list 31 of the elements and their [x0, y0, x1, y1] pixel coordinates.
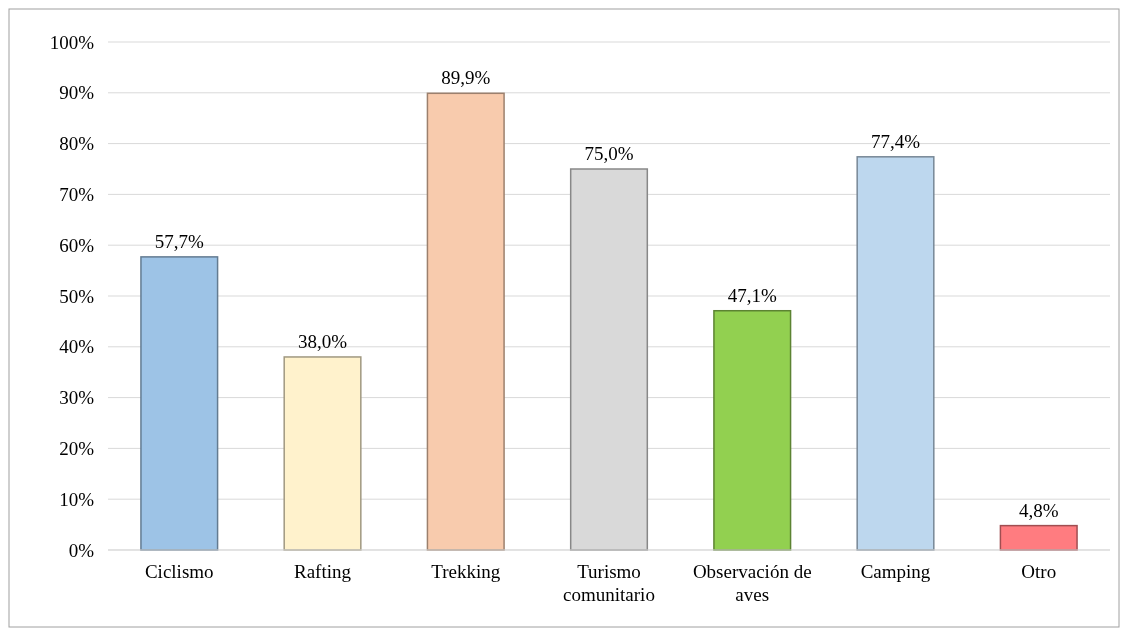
x-tick-label: Trekking — [431, 561, 501, 582]
y-tick-label: 90% — [59, 82, 95, 104]
y-tick-label: 70% — [59, 183, 95, 205]
y-tick-label: 40% — [59, 336, 95, 358]
x-tick-label: Rafting — [294, 561, 352, 582]
y-tick-label: 0% — [68, 539, 95, 561]
data-label: 47,1% — [727, 284, 777, 306]
bar — [713, 309, 792, 551]
y-tick-label: 10% — [59, 488, 95, 510]
data-label: 77,4% — [870, 130, 921, 152]
y-tick-label: 100% — [49, 31, 95, 53]
y-tick-label: 30% — [59, 387, 95, 409]
x-tick-label: Ciclismo — [144, 561, 214, 582]
y-tick-label: 20% — [59, 437, 95, 459]
x-tick-label: Otro — [1021, 561, 1057, 582]
y-tick-label: 60% — [59, 234, 95, 256]
x-tick-label: Camping — [860, 561, 931, 582]
bar — [999, 524, 1078, 551]
data-label: 4,8% — [1018, 499, 1059, 521]
x-tick-label: Observación de aves — [692, 561, 812, 605]
data-label: 89,9% — [441, 67, 491, 89]
y-tick-label: 80% — [59, 133, 95, 155]
bar — [426, 92, 505, 551]
bar — [283, 356, 362, 551]
x-tick-label: Turismo comunitario — [563, 561, 655, 605]
data-label: 38,0% — [297, 330, 348, 352]
y-tick-label: 50% — [59, 285, 95, 307]
data-label: 75,0% — [584, 143, 634, 164]
bar — [856, 156, 935, 551]
bar — [140, 256, 219, 551]
data-label: 57,7% — [154, 230, 204, 252]
